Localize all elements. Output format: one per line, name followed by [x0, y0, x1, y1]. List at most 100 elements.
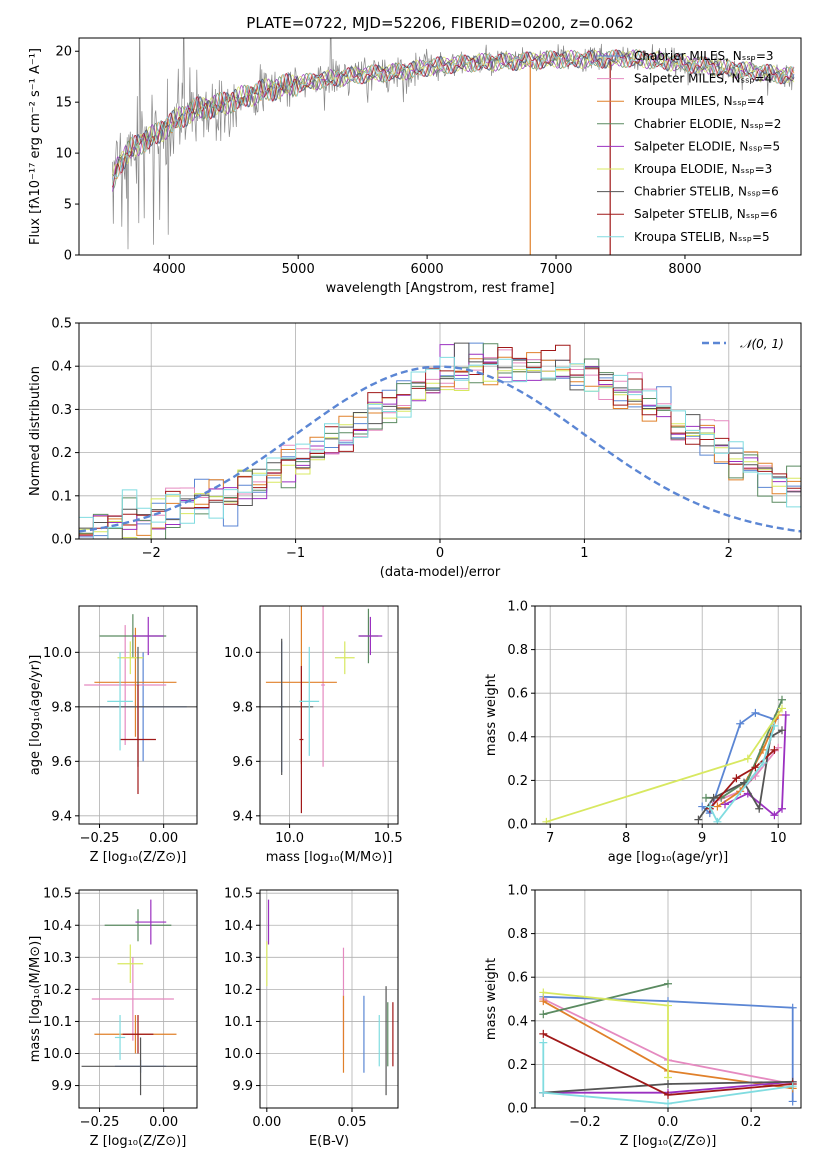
errorbar-point	[117, 641, 144, 675]
y-tick-label: 0.6	[507, 971, 528, 986]
weight-line-kroupa-elodie	[546, 707, 783, 823]
histogram-salpeter-stelib	[79, 344, 801, 536]
weight-marker	[713, 817, 722, 824]
x-tick-label: 4000	[153, 262, 186, 277]
errorbar-point	[358, 616, 383, 656]
x-tick-label: −0.2	[569, 1115, 601, 1130]
legend-label: Salpeter ELODIE, Nₛₛₚ=5	[634, 139, 780, 153]
legend-label: 𝒩(0, 1)	[740, 337, 784, 351]
y-tick-label: 10.3	[224, 951, 253, 966]
weight-marker	[698, 802, 707, 811]
x-axis-label: Z [log₁₀(Z/Z⊙)]	[620, 1134, 717, 1149]
panel-weight-vs-age: 7 8 9 10 0.0 0.2 0.4 0.6 0.8 1.0 age [log₁₀(age/yr…	[484, 600, 802, 865]
y-tick-label: 20	[55, 45, 72, 60]
legend-label: Kroupa ELODIE, Nₛₛₚ=3	[634, 162, 772, 176]
errorbar-point	[135, 899, 167, 945]
weight-marker	[781, 711, 790, 719]
model-line-kroupa-stelib	[112, 49, 795, 185]
y-tick-label: 9.4	[232, 809, 253, 824]
x-tick-label: 0.2	[741, 1115, 762, 1130]
weight-marker	[788, 1003, 797, 1012]
errorbar-point	[299, 646, 320, 756]
legend-label: Chabrier MILES, Nₛₛₚ=3	[634, 49, 774, 63]
weight-line-kroupa-stelib	[542, 1042, 793, 1105]
axes-frame	[259, 889, 399, 1109]
y-tick-label: 10.5	[224, 887, 253, 902]
weight-marker	[709, 793, 718, 802]
x-tick-label: 10.0	[275, 831, 304, 846]
panel-residuals: −2 −1 0 1 2 0.0 0.1 0.2 0.3 0.4 0.5 (data-model)/er…	[28, 317, 802, 580]
y-axis-label: Normed distribution	[28, 366, 43, 496]
weight-marker	[664, 1090, 672, 1099]
legend: Chabrier MILES, Nₛₛₚ=3 Salpeter MILES, Nₛ…	[597, 49, 781, 244]
y-tick-label: 10.0	[43, 646, 72, 661]
weight-marker	[755, 804, 764, 813]
errorbar-point	[299, 665, 304, 814]
legend-label: Salpeter STELIB, Nₛₛₚ=6	[634, 207, 778, 221]
x-tick-label: 5000	[282, 262, 315, 277]
errorbar-point	[81, 1037, 197, 1096]
y-tick-label: 10	[55, 147, 72, 162]
weight-marker	[539, 1038, 548, 1047]
weight-marker	[778, 804, 786, 813]
y-axis-label: age [log₁₀(age/yr)]	[28, 655, 43, 776]
weight-marker	[736, 719, 745, 728]
x-tick-label: −1	[286, 546, 305, 561]
y-tick-label: 9.9	[51, 1079, 72, 1094]
y-tick-label: 10.4	[43, 919, 72, 934]
model-line-salpeter-miles	[112, 49, 795, 189]
x-tick-label: 8000	[668, 262, 701, 277]
y-tick-label: 0.2	[507, 1058, 528, 1073]
panel-age-vs-Z: −0.25 0.00 9.4 9.6 9.8 10.0 Z [log₁₀(Z/Z⊙)] age…	[28, 605, 198, 865]
y-tick-label: 0.4	[507, 730, 528, 745]
errorbar-point	[84, 625, 167, 745]
y-tick-label: 9.6	[51, 755, 72, 770]
weight-marker	[751, 708, 760, 717]
axes-frame	[78, 605, 198, 825]
x-tick-label: 8	[622, 831, 630, 846]
weight-marker	[788, 1097, 797, 1106]
errorbar-point	[107, 652, 133, 751]
model-line-kroupa-elodie	[112, 49, 795, 177]
x-axis-label: mass [log₁₀(M/M⊙)]	[266, 850, 393, 865]
weight-marker	[732, 774, 741, 783]
weight-marker	[539, 997, 548, 1006]
y-tick-label: 9.9	[232, 1079, 253, 1094]
errorbar-point	[122, 1015, 154, 1054]
axes-frame	[78, 37, 802, 256]
x-tick-label: 0.00	[252, 1115, 281, 1130]
y-tick-label: 15	[55, 96, 72, 111]
x-tick-label: 0.00	[149, 1115, 178, 1130]
x-tick-label: 0.0	[658, 1115, 679, 1130]
y-tick-label: 10.0	[224, 646, 253, 661]
plot-area	[79, 890, 197, 1108]
plot-area	[535, 890, 801, 1108]
x-tick-label: −2	[142, 546, 161, 561]
y-axis-label: mass [log₁₀(M/M⊙)]	[28, 936, 43, 1063]
model-line-chabrier-elodie	[112, 49, 795, 189]
x-axis-label: Z [log₁₀(Z/Z⊙)]	[90, 1134, 187, 1149]
legend-label: Chabrier STELIB, Nₛₛₚ=6	[634, 185, 779, 199]
legend-label: Chabrier ELODIE, Nₛₛₚ=2	[634, 117, 781, 131]
weight-marker	[539, 988, 548, 997]
legend-label: Salpeter MILES, Nₛₛₚ=4	[634, 72, 772, 86]
weight-marker	[778, 704, 786, 713]
y-tick-label: 10.5	[43, 887, 72, 902]
y-tick-label: 0.3	[51, 403, 72, 418]
errorbar-point	[132, 616, 164, 656]
x-tick-label: 10.5	[374, 831, 403, 846]
weight-marker	[778, 695, 786, 704]
weight-marker	[743, 754, 752, 763]
errorbar-point	[91, 957, 174, 1041]
x-tick-label: 2	[725, 546, 733, 561]
panel-spectrum: 4000 5000 6000 7000 8000 0 5 10 15 20 wavelength […	[28, 37, 802, 296]
panel-weight-vs-Z: −0.2 0.0 0.2 0.0 0.2 0.4 0.6 0.8 1.0 Z [log₁₀(Z/Z…	[484, 884, 802, 1149]
axes-frame	[534, 605, 802, 825]
x-axis-label: wavelength [Angstrom, rest frame]	[326, 281, 555, 296]
x-tick-label: 0	[436, 546, 444, 561]
weight-marker	[664, 1099, 672, 1108]
weight-marker	[740, 778, 748, 787]
y-tick-label: 10.1	[224, 1015, 253, 1030]
axes-frame	[259, 605, 399, 825]
